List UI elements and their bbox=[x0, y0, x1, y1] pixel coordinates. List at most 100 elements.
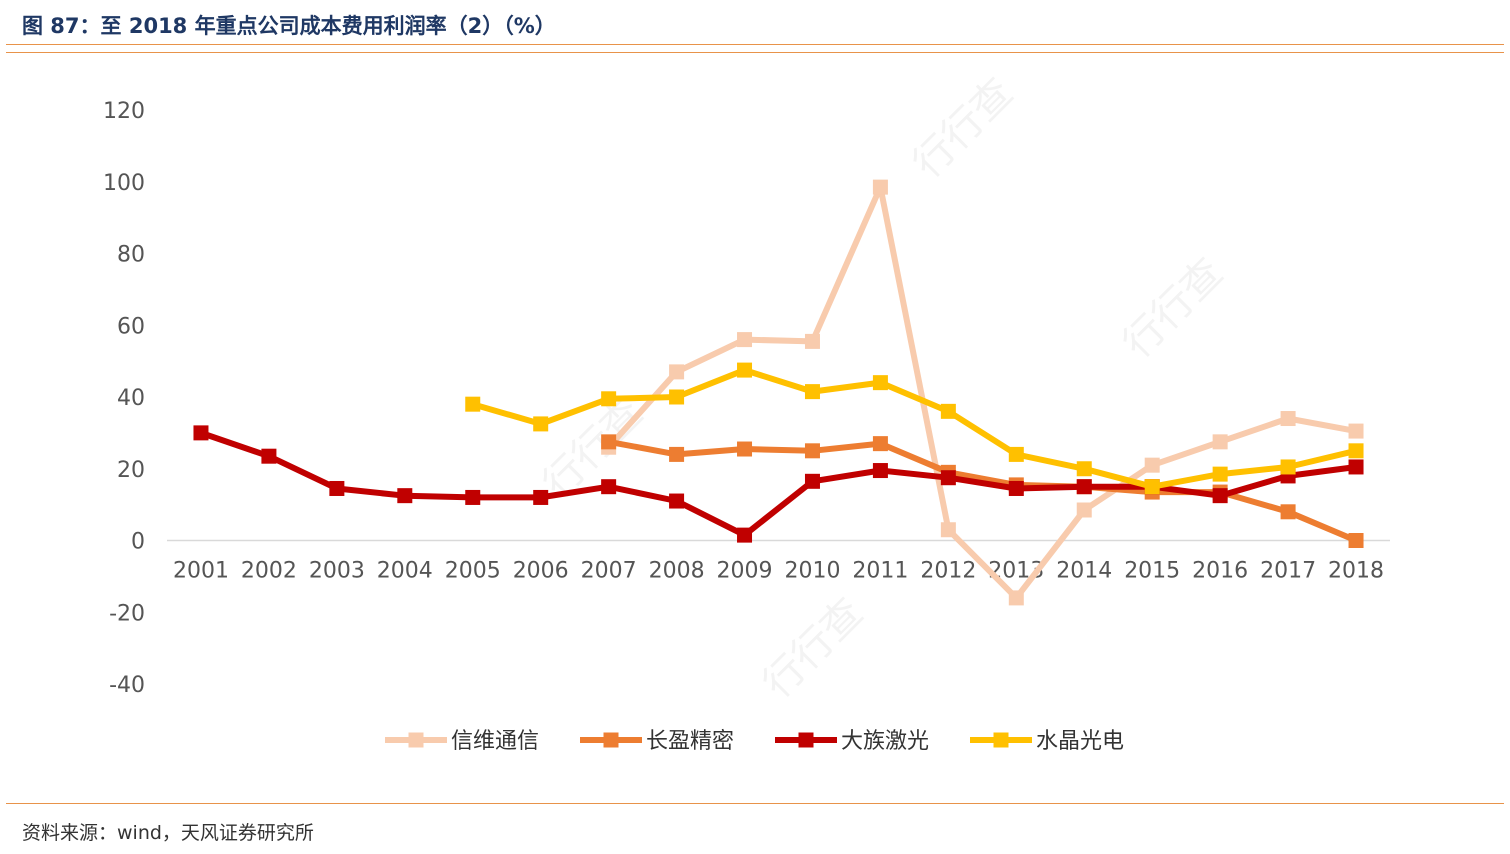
y-tick-label: 0 bbox=[131, 530, 145, 555]
data-point bbox=[261, 448, 277, 464]
data-point bbox=[804, 443, 820, 459]
y-tick-label: 80 bbox=[117, 243, 145, 268]
data-point bbox=[1348, 423, 1364, 439]
data-point bbox=[940, 470, 956, 486]
legend-item: 信维通信 bbox=[385, 729, 539, 754]
data-point bbox=[737, 441, 753, 457]
x-tick-label: 2014 bbox=[1056, 559, 1112, 584]
data-point bbox=[1008, 590, 1024, 606]
x-tick-label: 2011 bbox=[852, 559, 908, 584]
data-point bbox=[1280, 504, 1296, 520]
title-divider-secondary bbox=[6, 52, 1504, 53]
x-tick-label: 2007 bbox=[581, 559, 637, 584]
data-point bbox=[329, 480, 345, 496]
x-tick-label: 2002 bbox=[241, 559, 297, 584]
data-point bbox=[533, 489, 549, 505]
series-line bbox=[469, 367, 1359, 490]
x-tick-label: 2010 bbox=[784, 559, 840, 584]
data-point bbox=[737, 527, 753, 543]
source-note: 资料来源：wind，天风证券研究所 bbox=[22, 822, 314, 844]
y-tick-label: 100 bbox=[103, 171, 145, 196]
data-point bbox=[1008, 446, 1024, 462]
y-tick-label: -20 bbox=[109, 601, 145, 626]
x-tick-label: 2006 bbox=[513, 559, 569, 584]
data-point bbox=[397, 488, 413, 504]
data-point bbox=[669, 493, 685, 509]
series-长盈精密 bbox=[601, 434, 1364, 548]
y-tick-label: 20 bbox=[117, 458, 145, 483]
legend-swatch-marker bbox=[993, 732, 1009, 748]
y-tick-label: 120 bbox=[103, 99, 145, 124]
data-point bbox=[669, 389, 685, 405]
y-tick-label: 60 bbox=[117, 314, 145, 339]
x-tick-label: 2012 bbox=[920, 559, 976, 584]
data-point bbox=[1280, 411, 1296, 427]
data-point bbox=[601, 434, 617, 450]
data-point bbox=[872, 436, 888, 452]
x-tick-label: 2003 bbox=[309, 559, 365, 584]
data-point bbox=[737, 332, 753, 348]
page-title: 图 87：至 2018 年重点公司成本费用利润率（2）（%） bbox=[22, 14, 556, 38]
x-tick-label: 2004 bbox=[377, 559, 433, 584]
series-line bbox=[605, 184, 1359, 601]
title-divider bbox=[6, 44, 1504, 45]
x-tick-label: 2008 bbox=[649, 559, 705, 584]
x-tick-label: 2009 bbox=[717, 559, 773, 584]
data-point bbox=[804, 333, 820, 349]
data-point bbox=[1348, 443, 1364, 459]
legend-label: 大族激光 bbox=[841, 729, 929, 754]
data-point bbox=[601, 479, 617, 495]
legend-item: 长盈精密 bbox=[580, 729, 734, 754]
chart-legend: 信维通信 长盈精密 大族激光 水晶光电 bbox=[385, 729, 1124, 754]
x-tick-label: 2017 bbox=[1260, 559, 1316, 584]
data-point bbox=[1076, 479, 1092, 495]
legend-swatch-marker bbox=[408, 732, 424, 748]
data-point bbox=[1076, 461, 1092, 477]
data-point bbox=[1144, 479, 1160, 495]
data-point bbox=[1212, 434, 1228, 450]
data-point bbox=[872, 375, 888, 391]
y-tick-label: 40 bbox=[117, 386, 145, 411]
watermark-text: 行行查 bbox=[755, 590, 872, 707]
x-tick-label: 2001 bbox=[173, 559, 229, 584]
chart-series bbox=[193, 179, 1364, 606]
y-tick-label: -40 bbox=[109, 673, 145, 698]
data-point bbox=[193, 425, 209, 441]
x-tick-label: 2015 bbox=[1124, 559, 1180, 584]
chart-axes: 120 100 80 60 40 20 0 -20 -40 2001 2002 2003 2004 200… bbox=[103, 99, 1390, 698]
data-point bbox=[533, 416, 549, 432]
data-point bbox=[1348, 533, 1364, 548]
data-point bbox=[737, 362, 753, 378]
data-point bbox=[1212, 466, 1228, 482]
series-信维通信 bbox=[601, 179, 1364, 606]
footer-divider bbox=[6, 803, 1504, 804]
data-point bbox=[1348, 459, 1364, 475]
data-point bbox=[1212, 488, 1228, 504]
data-point bbox=[1008, 480, 1024, 496]
legend-swatch-marker bbox=[798, 732, 814, 748]
legend-label: 信维通信 bbox=[451, 729, 539, 754]
data-point bbox=[601, 391, 617, 407]
series-大族激光 bbox=[193, 425, 1364, 543]
legend-label: 长盈精密 bbox=[646, 729, 734, 754]
watermark-text: 行行查 bbox=[1115, 250, 1232, 367]
legend-label: 水晶光电 bbox=[1036, 729, 1124, 754]
legend-item: 大族激光 bbox=[775, 729, 929, 754]
data-point bbox=[465, 489, 481, 505]
data-point bbox=[1280, 459, 1296, 475]
watermark-text: 行行查 bbox=[905, 70, 1022, 187]
series-line bbox=[198, 429, 1359, 539]
data-point bbox=[669, 446, 685, 462]
data-point bbox=[872, 463, 888, 479]
data-point bbox=[1144, 457, 1160, 473]
x-tick-label: 2005 bbox=[445, 559, 501, 584]
data-point bbox=[940, 522, 956, 538]
data-point bbox=[669, 364, 685, 380]
data-point bbox=[940, 403, 956, 419]
x-tick-label: 2016 bbox=[1192, 559, 1248, 584]
data-point bbox=[872, 179, 888, 195]
legend-swatch-marker bbox=[603, 732, 619, 748]
series-水晶光电 bbox=[465, 362, 1364, 495]
data-point bbox=[465, 396, 481, 412]
